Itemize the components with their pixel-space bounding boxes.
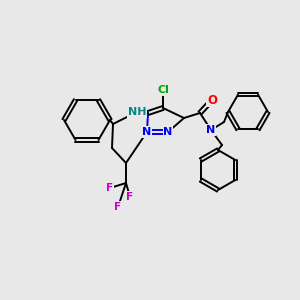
Text: F: F	[126, 192, 134, 202]
Text: N: N	[142, 127, 152, 137]
Text: N: N	[206, 125, 216, 135]
Text: O: O	[207, 94, 217, 106]
Text: NH: NH	[128, 107, 146, 117]
Text: N: N	[164, 127, 172, 137]
Text: Cl: Cl	[157, 85, 169, 95]
Text: F: F	[114, 202, 122, 212]
Text: F: F	[106, 183, 114, 193]
